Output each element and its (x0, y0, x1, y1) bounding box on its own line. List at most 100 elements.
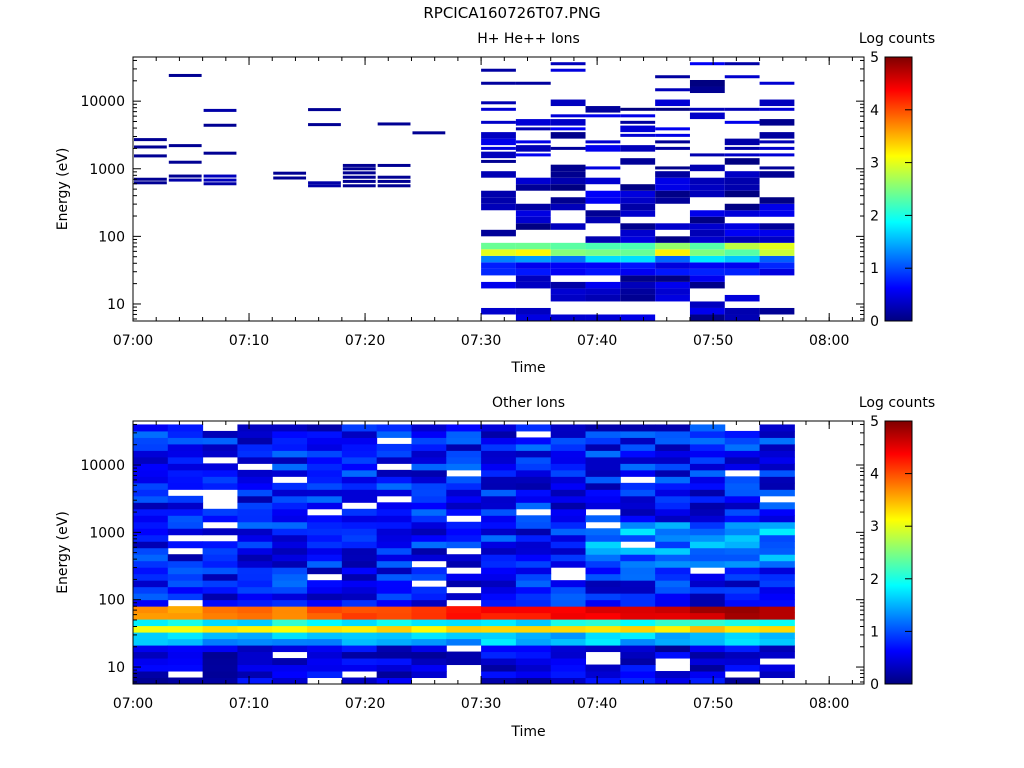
heatmap-cell (133, 593, 169, 601)
heatmap-cell (515, 593, 552, 601)
heatmap-cell (724, 677, 761, 685)
heatmap-cell (655, 177, 690, 185)
heatmap-cell (689, 645, 726, 653)
heatmap-cell (446, 560, 482, 568)
heatmap-cell (341, 658, 378, 666)
heatmap-cell (203, 151, 237, 155)
heatmap-cell (202, 599, 238, 607)
heatmap-cell (655, 586, 691, 594)
heatmap-cell (515, 127, 551, 131)
heatmap-cell (585, 437, 621, 445)
heatmap-cell (376, 560, 412, 568)
heatmap-cell (446, 463, 482, 471)
heatmap-cell (446, 450, 482, 458)
x-axis-label: Time (510, 360, 545, 376)
heatmap-cell (167, 424, 204, 432)
heatmap-cell (759, 242, 795, 250)
heatmap-cell (724, 437, 761, 445)
heatmap-cell (724, 476, 761, 484)
heatmap-cell (481, 547, 517, 555)
heatmap-cell (133, 580, 169, 588)
heatmap-cell (620, 107, 656, 111)
heatmap-cell (341, 443, 378, 451)
heatmap-cell (481, 197, 516, 204)
heatmap-cell (481, 567, 517, 575)
heatmap-cell (585, 430, 621, 438)
heatmap-cell (585, 242, 621, 250)
heatmap-cell (272, 521, 308, 529)
heatmap-cell (481, 159, 516, 163)
heatmap-cell (620, 645, 656, 653)
heatmap-cell (689, 463, 726, 471)
heatmap-cell (237, 521, 273, 529)
heatmap-cell (724, 515, 761, 523)
heatmap-cell (585, 554, 621, 562)
heatmap-cell (167, 528, 204, 536)
x-tick-label: 08:00 (809, 696, 849, 712)
heatmap-cell (341, 528, 378, 536)
heatmap-cell (620, 145, 656, 152)
heatmap-cell (307, 599, 343, 607)
heatmap-cell (272, 495, 308, 503)
heatmap-cell (307, 632, 343, 640)
heatmap-cell (655, 430, 691, 438)
heatmap-cell (307, 645, 343, 653)
heatmap-cell (515, 638, 552, 646)
heatmap-cell (481, 262, 516, 269)
heatmap-cell (446, 521, 482, 529)
heatmap-cell (515, 560, 552, 568)
heatmap-cell (341, 534, 378, 542)
heatmap-cell (585, 210, 621, 217)
heatmap-cell (411, 430, 447, 438)
heatmap-cell (272, 580, 308, 588)
heatmap-cell (724, 463, 761, 471)
heatmap-cell (272, 443, 308, 451)
heatmap-cell (307, 534, 343, 542)
heatmap-cell (759, 223, 795, 230)
heatmap-cell (585, 586, 621, 594)
heatmap-cell (481, 469, 517, 477)
heatmap-cell (202, 476, 238, 484)
heatmap-cell (272, 625, 308, 633)
heatmap-cell (167, 586, 204, 594)
heatmap-cell (376, 580, 412, 588)
heatmap-cell (759, 307, 795, 315)
heatmap-cell (620, 593, 656, 601)
heatmap-cell (167, 541, 204, 549)
heatmap-cell (689, 86, 725, 94)
heatmap-cell (237, 515, 273, 523)
heatmap-cell (167, 515, 204, 523)
heatmap-cell (550, 469, 587, 477)
heatmap-cell (724, 547, 761, 555)
heatmap-cell (446, 625, 482, 633)
heatmap-cell (411, 593, 447, 601)
heatmap-cell (759, 502, 795, 510)
heatmap-cell (689, 658, 726, 666)
panel-other-ions: 07:00 07:10 07:20 07:30 07:40 07:50 08:0010100… (55, 395, 935, 740)
heatmap-cell (481, 528, 517, 536)
heatmap-cell (689, 469, 726, 477)
heatmap-cell (724, 456, 761, 464)
heatmap-cell (655, 521, 691, 529)
heatmap-cell (446, 619, 482, 627)
heatmap-cell (655, 547, 691, 555)
heatmap-cell (585, 534, 621, 542)
heatmap-cell (515, 119, 551, 126)
heatmap-cell (689, 638, 726, 646)
heatmap-cell (585, 573, 621, 581)
colorbar (884, 420, 913, 685)
heatmap-cell (689, 177, 725, 185)
heatmap-cell (689, 223, 725, 230)
heatmap-cell (515, 275, 551, 282)
heatmap-cell (272, 508, 308, 516)
heatmap-cell (237, 424, 273, 432)
heatmap-cell (341, 456, 378, 464)
heatmap-cell (724, 107, 760, 111)
heatmap-cell (759, 430, 795, 438)
heatmap-cell (759, 249, 795, 256)
heatmap-cell (341, 677, 378, 685)
heatmap-cell (655, 281, 690, 289)
heatmap-cell (655, 443, 691, 451)
heatmap-cell (376, 612, 412, 620)
heatmap-cell (515, 619, 552, 627)
